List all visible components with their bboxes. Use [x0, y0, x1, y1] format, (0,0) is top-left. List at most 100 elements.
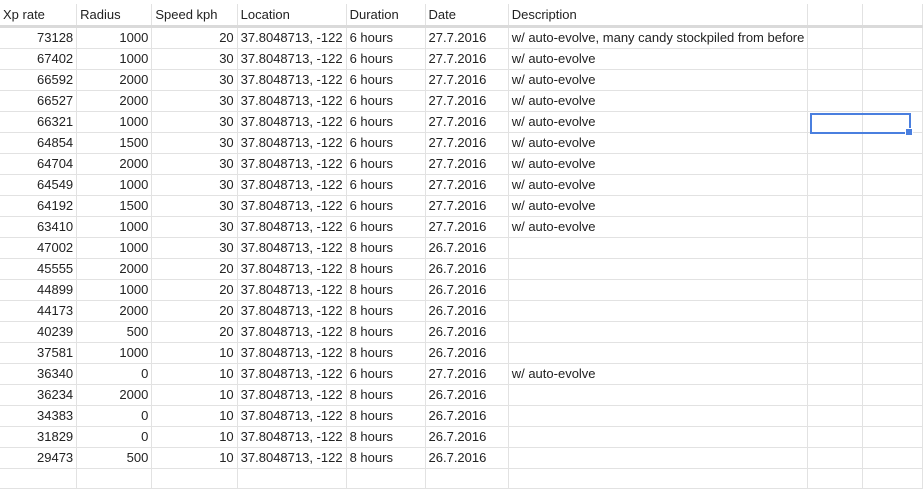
cell-empty[interactable] — [862, 69, 923, 91]
cell-empty[interactable] — [862, 447, 923, 469]
cell-speed-kph[interactable]: 30 — [151, 90, 238, 112]
cell-radius[interactable]: 2000 — [76, 384, 153, 406]
cell-radius[interactable]: 2000 — [76, 90, 153, 112]
cell-duration[interactable]: 8 hours — [346, 258, 426, 280]
cell-empty[interactable] — [862, 363, 923, 385]
header-cell-empty[interactable] — [862, 4, 923, 28]
cell-location[interactable]: 37.8048713, -122 — [237, 447, 347, 469]
cell-radius[interactable]: 2000 — [76, 300, 153, 322]
cell-empty[interactable] — [807, 405, 864, 427]
header-cell-speed-kph[interactable]: Speed kph — [151, 4, 238, 28]
cell-speed-kph[interactable]: 10 — [151, 384, 238, 406]
cell-radius[interactable]: 0 — [76, 405, 153, 427]
cell-location[interactable]: 37.8048713, -122 — [237, 69, 347, 91]
cell-speed-kph[interactable]: 20 — [151, 300, 238, 322]
cell-empty[interactable] — [862, 258, 923, 280]
cell-description[interactable] — [508, 447, 809, 469]
cell-duration[interactable]: 6 hours — [346, 174, 426, 196]
cell-location[interactable]: 37.8048713, -122 — [237, 300, 347, 322]
cell-duration[interactable]: 8 hours — [346, 237, 426, 259]
cell-radius[interactable]: 2000 — [76, 153, 153, 175]
cell-description[interactable] — [508, 237, 809, 259]
cell-location[interactable]: 37.8048713, -122 — [237, 321, 347, 343]
cell-location[interactable]: 37.8048713, -122 — [237, 384, 347, 406]
header-cell-empty[interactable] — [807, 4, 864, 28]
cell-speed-kph[interactable]: 10 — [151, 363, 238, 385]
cell-empty[interactable] — [807, 237, 864, 259]
cell-date[interactable]: 27.7.2016 — [425, 132, 509, 154]
cell-empty[interactable] — [807, 321, 864, 343]
cell-duration[interactable]: 6 hours — [346, 216, 426, 238]
fill-handle[interactable] — [905, 128, 913, 136]
cell-xp-rate[interactable]: 36340 — [0, 363, 78, 385]
cell-speed-kph[interactable]: 20 — [151, 258, 238, 280]
cell-duration[interactable]: 6 hours — [346, 132, 426, 154]
cell-xp-rate[interactable]: 64704 — [0, 153, 78, 175]
cell-description[interactable] — [508, 300, 809, 322]
cell-speed-kph[interactable]: 10 — [151, 447, 238, 469]
cell-description[interactable]: w/ auto-evolve — [508, 174, 809, 196]
cell-speed-kph[interactable]: 20 — [151, 279, 238, 301]
cell-empty[interactable] — [862, 153, 923, 175]
cell-radius[interactable]: 1500 — [76, 195, 153, 217]
cell-description[interactable] — [508, 321, 809, 343]
cell-location[interactable]: 37.8048713, -122 — [237, 195, 347, 217]
cell-location[interactable]: 37.8048713, -122 — [237, 426, 347, 448]
cell-duration[interactable]: 8 hours — [346, 426, 426, 448]
cell-empty[interactable] — [807, 342, 864, 364]
cell-empty[interactable] — [807, 153, 864, 175]
cell-xp-rate[interactable]: 47002 — [0, 237, 78, 259]
cell-empty[interactable] — [862, 216, 923, 238]
cell-radius[interactable]: 1000 — [76, 48, 153, 70]
cell-location[interactable]: 37.8048713, -122 — [237, 405, 347, 427]
cell-xp-rate[interactable]: 44899 — [0, 279, 78, 301]
cell-date[interactable]: 26.7.2016 — [425, 384, 509, 406]
cell-description[interactable] — [508, 279, 809, 301]
cell-radius[interactable]: 1000 — [76, 216, 153, 238]
cell-description[interactable]: w/ auto-evolve — [508, 153, 809, 175]
cell-date[interactable]: 27.7.2016 — [425, 216, 509, 238]
cell-empty[interactable] — [807, 279, 864, 301]
cell-xp-rate[interactable]: 63410 — [0, 216, 78, 238]
cell-date[interactable]: 26.7.2016 — [425, 321, 509, 343]
cell-description[interactable] — [508, 468, 809, 489]
cell-speed-kph[interactable]: 20 — [151, 321, 238, 343]
cell-empty[interactable] — [807, 363, 864, 385]
cell-empty[interactable] — [862, 426, 923, 448]
cell-duration[interactable]: 8 hours — [346, 342, 426, 364]
cell-duration[interactable]: 6 hours — [346, 363, 426, 385]
cell-empty[interactable] — [862, 342, 923, 364]
cell-duration[interactable]: 6 hours — [346, 153, 426, 175]
cell-duration[interactable]: 6 hours — [346, 90, 426, 112]
cell-date[interactable]: 27.7.2016 — [425, 48, 509, 70]
cell-empty[interactable] — [807, 174, 864, 196]
cell-location[interactable]: 37.8048713, -122 — [237, 363, 347, 385]
cell-duration[interactable] — [346, 468, 426, 489]
cell-speed-kph[interactable]: 10 — [151, 405, 238, 427]
cell-radius[interactable]: 1000 — [76, 237, 153, 259]
cell-xp-rate[interactable]: 66321 — [0, 111, 78, 133]
header-cell-date[interactable]: Date — [425, 4, 509, 28]
header-cell-duration[interactable]: Duration — [346, 4, 426, 28]
cell-xp-rate[interactable]: 45555 — [0, 258, 78, 280]
cell-empty[interactable] — [807, 468, 864, 489]
header-cell-xp-rate[interactable]: Xp rate — [0, 4, 78, 28]
cell-date[interactable]: 27.7.2016 — [425, 69, 509, 91]
cell-date[interactable]: 27.7.2016 — [425, 363, 509, 385]
cell-empty[interactable] — [807, 258, 864, 280]
cell-location[interactable]: 37.8048713, -122 — [237, 132, 347, 154]
cell-radius[interactable]: 2000 — [76, 69, 153, 91]
cell-description[interactable]: w/ auto-evolve — [508, 48, 809, 70]
cell-duration[interactable]: 8 hours — [346, 300, 426, 322]
cell-speed-kph[interactable]: 30 — [151, 237, 238, 259]
cell-empty[interactable] — [862, 384, 923, 406]
cell-xp-rate[interactable] — [0, 468, 78, 489]
cell-xp-rate[interactable]: 34383 — [0, 405, 78, 427]
cell-radius[interactable]: 2000 — [76, 258, 153, 280]
cell-date[interactable] — [425, 468, 509, 489]
cell-description[interactable]: w/ auto-evolve — [508, 90, 809, 112]
cell-empty[interactable] — [807, 26, 864, 49]
cell-date[interactable]: 26.7.2016 — [425, 426, 509, 448]
cell-empty[interactable] — [862, 405, 923, 427]
cell-description[interactable]: w/ auto-evolve — [508, 111, 809, 133]
